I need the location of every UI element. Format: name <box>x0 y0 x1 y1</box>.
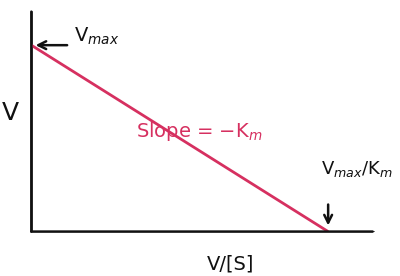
Text: V$_{max}$: V$_{max}$ <box>74 25 120 46</box>
Text: V$_{max}$/K$_m$: V$_{max}$/K$_m$ <box>321 159 393 179</box>
Text: Slope = $-$K$_m$: Slope = $-$K$_m$ <box>136 120 263 143</box>
Text: V/[S]: V/[S] <box>207 254 255 273</box>
Text: V: V <box>2 101 19 125</box>
